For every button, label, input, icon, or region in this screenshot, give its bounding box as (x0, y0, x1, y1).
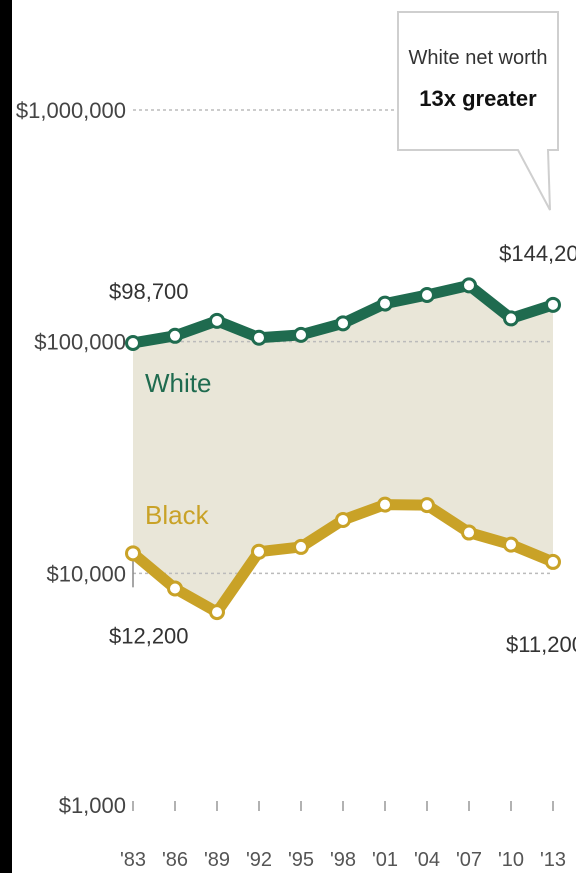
data-point-black (167, 580, 183, 597)
point-value-label: $12,200 (109, 623, 189, 648)
x-tick-label: '89 (204, 849, 230, 871)
data-point-white (335, 315, 351, 332)
x-tick-label: '13 (540, 849, 566, 871)
y-tick-label: $10,000 (46, 561, 126, 586)
x-tick-label: '95 (288, 849, 314, 871)
data-point-black (419, 497, 435, 514)
data-point-black (209, 604, 225, 621)
callout-box (397, 11, 559, 211)
x-tick-label: '86 (162, 849, 188, 871)
callout-text-line1: White net worth (409, 47, 548, 69)
x-tick-label: '92 (246, 849, 272, 871)
y-tick-label: $100,000 (34, 330, 126, 355)
data-point-white (167, 327, 183, 344)
data-point-black (503, 536, 519, 553)
series-label-white: White (145, 368, 211, 398)
point-value-label: $11,200 (506, 632, 576, 657)
x-tick-label: '07 (456, 849, 482, 871)
x-tick-label: '10 (498, 849, 524, 871)
data-point-white (251, 329, 267, 346)
data-point-white (209, 312, 225, 329)
data-point-black (251, 543, 267, 560)
y-tick-label: $1,000 (59, 793, 126, 818)
point-value-label: $98,700 (109, 279, 189, 304)
data-point-black (335, 511, 351, 528)
x-tick-label: '04 (414, 849, 440, 871)
data-point-white (545, 296, 561, 313)
x-tick-label: '01 (372, 849, 398, 871)
x-tick-label: '83 (120, 849, 146, 871)
fill-between (133, 285, 553, 613)
data-point-black (293, 538, 309, 555)
x-tick-label: '98 (330, 849, 356, 871)
data-point-black (461, 524, 477, 541)
series-label-black: Black (145, 500, 210, 530)
data-point-black (545, 553, 561, 570)
point-value-label: $144,200 (499, 241, 576, 266)
data-point-black (377, 496, 393, 513)
callout-text-line2: 13x greater (419, 86, 537, 111)
net-worth-chart: $1,000,000 $100,000 $10,000 $1,000 '83 '86 '8… (16, 11, 576, 871)
data-point-white (293, 326, 309, 343)
data-point-white (125, 334, 141, 351)
data-point-white (461, 277, 477, 294)
data-point-white (377, 295, 393, 312)
chart-area: $1,000,000 $100,000 $10,000 $1,000 '83 '86 '8… (12, 0, 576, 873)
data-point-white (419, 287, 435, 304)
data-point-white (503, 310, 519, 327)
y-tick-label: $1,000,000 (16, 98, 126, 123)
data-point-black (125, 545, 141, 562)
